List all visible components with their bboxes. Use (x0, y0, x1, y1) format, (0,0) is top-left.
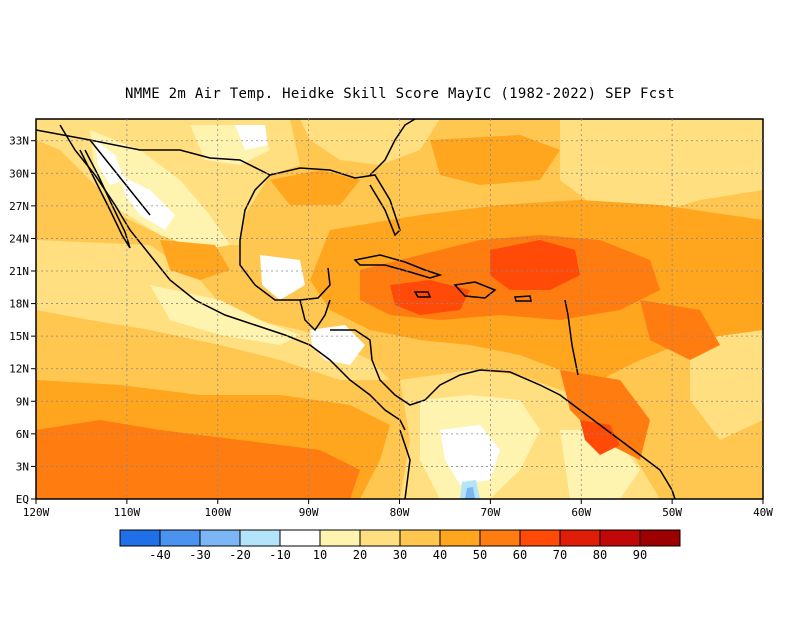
lat-tick-label: 18N (9, 298, 29, 311)
colorbar-swatch (279, 529, 321, 547)
mexico-pacific-coast (59, 124, 406, 431)
lon-tick-label: 70W (480, 506, 500, 519)
cuba (353, 254, 443, 279)
colorbar-swatch (319, 529, 361, 547)
colorbar-swatch (159, 529, 201, 547)
puerto-rico (514, 295, 532, 302)
colorbar-swatch (559, 529, 601, 547)
lon-tick-label: 80W (390, 506, 410, 519)
field-light (300, 119, 440, 165)
colorbar-label: 80 (593, 548, 607, 562)
field-white (440, 425, 500, 485)
field-light (690, 330, 763, 440)
colorbar-label: 30 (393, 548, 407, 562)
axis-ticks: 120W 110W 100W 90W 80W 70W 60W 50W 40W EQ 3N 6N 9N 12… (9, 135, 773, 519)
colorbar-label: 10 (313, 548, 327, 562)
field-orange (430, 135, 560, 185)
colorbar-swatch (239, 529, 281, 547)
gulf-north-coast (269, 167, 401, 237)
colorbar-label: 20 (353, 548, 367, 562)
field-dark-orange (640, 300, 720, 360)
field-white (120, 175, 175, 230)
colorbar-swatch (479, 529, 521, 547)
lon-tick-label: 90W (299, 506, 319, 519)
lat-tick-label: 24N (9, 232, 29, 245)
lat-tick-label: 30N (9, 167, 29, 180)
field-red-orange (580, 420, 620, 455)
field-orange (160, 240, 230, 280)
lesser-antilles (564, 299, 579, 376)
yucatan (299, 299, 331, 332)
lon-tick-label: 60W (571, 506, 591, 519)
colorbar-label: -20 (229, 548, 251, 562)
us-border (36, 129, 271, 176)
field-dark-orange (560, 370, 650, 460)
colorbar-label: 50 (473, 548, 487, 562)
lat-tick-label: 9N (16, 395, 29, 408)
colorbar-swatch (639, 529, 681, 547)
baja-california (79, 149, 131, 249)
central-america-caribbean (330, 329, 426, 406)
lat-tick-label: 12N (9, 363, 29, 376)
florida (369, 119, 416, 176)
colorbar-swatch (439, 529, 481, 547)
lon-tick-label: 120W (23, 506, 50, 519)
lon-tick-label: 100W (205, 506, 232, 519)
colorbar-swatch (599, 529, 641, 547)
gulf-of-california (89, 139, 151, 216)
field-dark-orange (36, 420, 360, 499)
colorbar: -40 -30 -20 -10 10 20 30 40 50 60 70 80 90 (119, 529, 681, 562)
colorbar-label: 60 (513, 548, 527, 562)
lat-tick-label: 6N (16, 428, 29, 441)
coastlines (36, 119, 676, 499)
lon-tick-label: 110W (114, 506, 141, 519)
colorbar-label: -10 (269, 548, 291, 562)
colorbar-label: 70 (553, 548, 567, 562)
lat-tick-label: 33N (9, 135, 29, 148)
colorbar-swatch (119, 529, 161, 547)
field-pale (90, 130, 230, 250)
map-title: NMME 2m Air Temp. Heidke Skill Score May… (125, 86, 675, 102)
field-white (235, 125, 268, 150)
gridlines (36, 119, 763, 499)
colorbar-swatch (399, 529, 441, 547)
colorbar-swatch (519, 529, 561, 547)
colorbar-swatch (359, 529, 401, 547)
field-orange (270, 170, 360, 205)
lat-tick-label: 27N (9, 200, 29, 213)
field-light (560, 119, 763, 215)
south-america-north-coast (424, 369, 676, 499)
lat-tick-label: 3N (16, 460, 29, 473)
lat-tick-label: 21N (9, 265, 29, 278)
south-america-interior (399, 429, 411, 499)
colorbar-label: 40 (433, 548, 447, 562)
mexico-gulf-coast (239, 174, 331, 301)
lon-tick-label: 40W (753, 506, 773, 519)
field-red-orange (490, 240, 580, 290)
colorbar-label: -30 (189, 548, 211, 562)
jamaica (413, 291, 432, 298)
field-blue2 (465, 487, 475, 499)
colorbar-label: 90 (633, 548, 647, 562)
field-white (260, 255, 305, 300)
lat-tick-label: 15N (9, 330, 29, 343)
colorbar-label: -40 (149, 548, 171, 562)
lat-tick-label: EQ (16, 493, 29, 506)
lon-tick-label: 50W (662, 506, 682, 519)
colorbar-swatch (199, 529, 241, 547)
